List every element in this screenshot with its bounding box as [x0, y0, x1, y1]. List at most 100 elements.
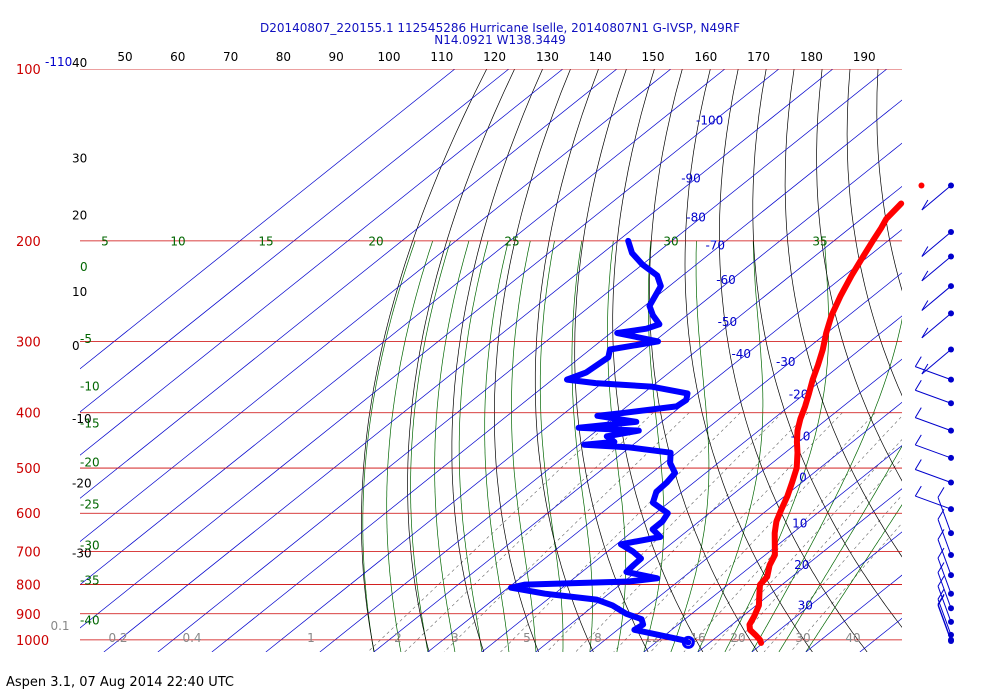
moist-adiabat-label: 5 — [101, 234, 109, 248]
dry-adiabat-label: 90 — [329, 50, 344, 64]
isotherm-line — [265, 142, 902, 652]
moist-adiabat-line — [778, 445, 902, 652]
dry-adiabat-label: 120 — [483, 50, 506, 64]
mixing-ratio-line — [443, 412, 690, 652]
dry-adiabat-label: 80 — [276, 50, 291, 64]
pressure-tick-label: 100 — [16, 63, 41, 78]
moist-adiabat-line — [697, 240, 764, 652]
moist-adiabat-label: 20 — [368, 234, 383, 248]
moist-axis-label: -40 — [80, 614, 100, 628]
pressure-tick-label: 400 — [16, 407, 41, 422]
dry-adiabat-line — [407, 69, 515, 652]
isotherm-line — [427, 272, 902, 652]
isotherm-line — [481, 315, 902, 652]
moist-axis-label: -10 — [80, 380, 100, 394]
dry-adiabat-label: 100 — [378, 50, 401, 64]
wind-barb-staff — [915, 444, 952, 459]
isotherm-line — [157, 69, 888, 652]
isotherm-label: -60 — [716, 273, 736, 287]
temperature-profile — [746, 182, 925, 646]
wind-barb-staff — [937, 557, 952, 594]
wind-barb-staff — [921, 349, 952, 375]
mixing-ratio-label: 20 — [730, 631, 745, 645]
temperature-label: 10 — [72, 285, 87, 299]
isotherm-label: 20 — [794, 558, 809, 572]
temperature-point — [918, 182, 925, 189]
dry-adiabat-label: 50 — [117, 50, 132, 64]
moist-adiabat-line — [607, 240, 627, 652]
isotherm-line — [80, 69, 672, 542]
isotherm-label: -40 — [731, 347, 751, 361]
wind-barb-flag — [937, 529, 945, 540]
pressure-tick-label: 500 — [16, 462, 41, 477]
dry-adiabat-label: 130 — [536, 50, 559, 64]
pressure-tick-label: 300 — [16, 335, 41, 350]
dry-adiabat-line — [934, 69, 1000, 652]
wind-barb-flag — [914, 379, 922, 391]
mixing-ratio-line — [708, 439, 902, 652]
temperature-label: -30 — [72, 546, 92, 560]
isotherm-label: -110 — [45, 55, 72, 69]
moist-adiabat-line — [539, 240, 564, 652]
pressure-tick-label: 200 — [16, 235, 41, 250]
mixing-ratio-label: 40 — [845, 631, 860, 645]
dry-adiabat-label: 140 — [589, 50, 612, 64]
isotherm-line — [103, 69, 834, 652]
isotherm-line — [80, 69, 618, 499]
dry-adiabat-line — [684, 69, 813, 652]
moist-adiabat-line — [362, 240, 416, 652]
wind-barb-staff — [937, 605, 952, 642]
dry-adiabat-line — [816, 69, 902, 482]
isotherm-label: -100 — [696, 113, 723, 127]
mixing-ratio-line — [790, 522, 902, 652]
chart-subtitle: N14.0921 W138.3449 — [434, 33, 566, 47]
dry-adiabat-line — [534, 69, 599, 652]
isotherm-line — [80, 69, 510, 413]
chart-title: D20140807_220155.1 112545286 Hurricane I… — [260, 21, 740, 35]
moist-adiabat-line — [571, 240, 593, 652]
pressure-tick-label: 600 — [16, 507, 41, 522]
dry-adiabat-line — [494, 69, 571, 652]
wind-barb-flag — [921, 199, 929, 211]
wind-barb-flag — [937, 595, 945, 606]
wind-barb-staff — [915, 469, 952, 483]
dry-adiabat-label: 170 — [747, 50, 770, 64]
moist-adiabat-line — [805, 504, 902, 652]
isotherm-line — [80, 69, 564, 456]
isotherm-label: 0 — [799, 471, 807, 485]
wind-barb-flag — [914, 434, 922, 446]
mixing-ratio-label: 5 — [523, 631, 531, 645]
moist-axis-label: 0 — [80, 260, 88, 274]
isotherm-label: 30 — [798, 598, 813, 612]
dry-adiabat-label: 180 — [800, 50, 823, 64]
isotherm-line — [373, 229, 902, 652]
mixing-ratio-label: 30 — [795, 631, 810, 645]
wind-barb-staff — [915, 417, 952, 432]
wind-barb-staff — [937, 519, 952, 556]
isotherm-label: -70 — [705, 238, 725, 252]
dewpoint-point — [681, 635, 695, 649]
wind-barb-staff — [937, 497, 952, 534]
wind-barb-flag — [914, 407, 922, 418]
moist-axis-label: -5 — [80, 332, 92, 346]
moist-adiabat-label: 10 — [170, 234, 185, 248]
dry-adiabat-label: 190 — [853, 50, 876, 64]
dry-adiabat-line — [612, 69, 704, 652]
mixing-ratio-label: 0.2 — [108, 631, 127, 645]
wind-barb-flag — [914, 356, 922, 367]
wind-barb-flag — [937, 509, 945, 520]
wind-barb-staff — [937, 586, 952, 623]
moist-axis-label: -30 — [80, 539, 100, 553]
isotherm-line — [319, 185, 902, 652]
pressure-tick-label: 1000 — [16, 634, 49, 649]
dry-adiabat-label: 60 — [170, 50, 185, 64]
mixing-ratio-label: 8 — [594, 631, 602, 645]
pressure-tick-label: 800 — [16, 579, 41, 594]
moist-axis-label: -25 — [80, 498, 100, 512]
wind-barb-flag — [937, 588, 945, 600]
dry-adiabat-line — [451, 69, 543, 652]
moist-adiabat-label: 15 — [258, 234, 273, 248]
isotherm-line — [643, 445, 902, 652]
